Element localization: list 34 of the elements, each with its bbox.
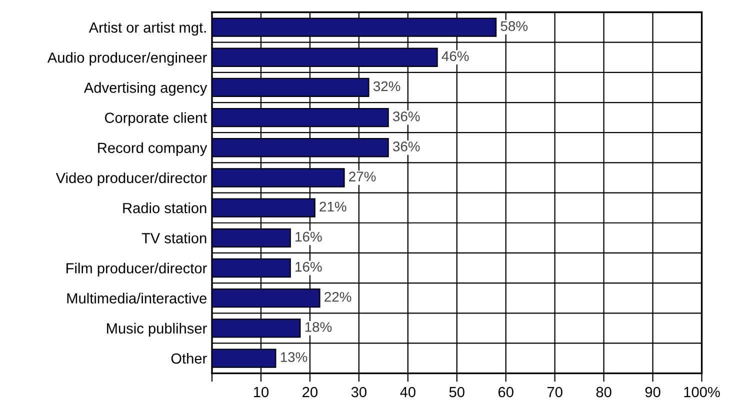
data-label: 46% — [442, 51, 469, 62]
x-tick-label: 30 — [351, 386, 366, 398]
y-tick-label: Audio producer/engineer — [47, 52, 207, 66]
x-tick-label: 20 — [302, 386, 318, 398]
data-label: 27% — [349, 172, 376, 182]
data-label: 58% — [500, 21, 528, 32]
y-tick-label: Video producer/director — [56, 172, 207, 186]
x-tick-label: 40 — [400, 386, 416, 398]
y-tick-label: Music publihser — [107, 322, 207, 336]
y-tick-label: Other — [171, 352, 207, 364]
data-label: 32% — [373, 81, 400, 92]
data-label: 13% — [280, 352, 308, 362]
data-label: 22% — [324, 292, 352, 302]
x-tick-label: 10 — [254, 386, 269, 398]
y-tick-label: Film producer/director — [66, 262, 207, 276]
y-tick-label: Corporate client — [104, 112, 208, 126]
x-tick-label: 100% — [684, 386, 720, 398]
x-tick-label: 90 — [645, 386, 660, 398]
data-label: 16% — [296, 262, 322, 272]
y-tick-label: Advertising agency — [84, 82, 208, 96]
y-tick-label: TV station — [142, 232, 206, 244]
data-label: 16% — [296, 232, 322, 242]
x-tick-label: 70 — [547, 386, 562, 398]
x-tick-label: 60 — [498, 386, 514, 398]
data-label: 36% — [393, 111, 420, 122]
y-tick-label: Multimedia/interactive — [67, 292, 206, 304]
y-tick-label: Artist or artist mgt. — [88, 22, 206, 36]
x-tick-label: 50 — [449, 386, 464, 398]
data-label: 36% — [393, 142, 420, 152]
y-tick-label: Record company — [98, 142, 208, 156]
data-label: 18% — [305, 322, 332, 332]
x-tick-label: 80 — [596, 386, 612, 398]
y-tick-label: Radio station — [123, 202, 206, 214]
data-label: 21% — [320, 202, 346, 212]
